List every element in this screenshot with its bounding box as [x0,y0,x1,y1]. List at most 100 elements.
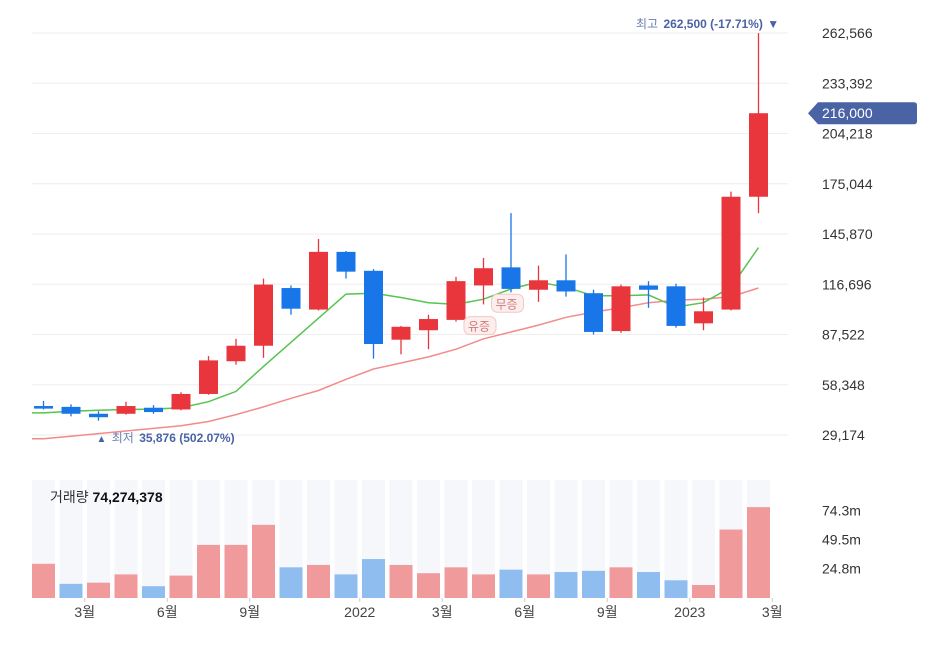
candle-body [474,268,493,286]
candle-down [281,285,301,315]
volume-stripe [114,480,138,598]
volume-stripe [169,480,193,598]
time-x-axis: 3월 6월 9월 2022 3월 6월 9월 2023 3월 [74,598,783,620]
price-tick-label: 116,696 [822,276,872,292]
candle-body [34,406,53,409]
candle-down [556,254,576,297]
event-annotation: 무증 [491,293,524,313]
candle-up [529,265,548,302]
candle-body [364,270,383,345]
x-tick-label: 6월 [514,604,535,620]
volume-stripe [142,480,165,598]
candle-up [694,297,713,331]
candle-down [584,289,603,335]
volume-bar [142,586,165,598]
current-price-tag: 216,000 [808,102,917,125]
volume-bar [609,567,633,598]
candle-up [254,278,273,358]
moving-average-lines [32,247,760,440]
volume-bar [664,580,688,598]
candle-body [309,251,328,310]
volume-bar [417,573,440,598]
volume-bar [444,567,468,598]
volume-stripe [582,480,605,598]
candle-up [611,284,631,333]
candle-down [61,404,81,417]
annotation-box [491,293,524,313]
high-label: 최고 [636,17,658,31]
volume-bar [114,574,138,598]
volume-bar [527,574,550,598]
price-y-axis: 262,566 233,392 204,218 175,044 145,870 116,6… [822,25,873,443]
candle-body [116,406,136,414]
volume-label: 거래량 [50,489,89,505]
volume-bar [719,529,743,598]
candle-down [144,405,163,414]
volume-bar [582,570,605,598]
candle-up [721,191,741,311]
candle-body [749,113,768,197]
volume-title: 거래량 74,274,378 [50,487,163,507]
candle-down [639,281,658,308]
candle-body [144,407,163,413]
candle-up [309,238,328,311]
x-tick-label: 3월 [432,604,453,620]
volume-total: 74,274,378 [92,489,163,505]
volume-bar [307,564,330,598]
volume-tick-label: 74.3m [822,502,861,518]
volume-stripe [692,480,715,598]
volume-stripe [417,480,440,598]
current-price-value: 216,000 [822,105,873,121]
candle-body [666,286,686,326]
moving-average-long-line [32,287,759,440]
candle-up [199,356,218,395]
price-grid [32,32,788,436]
candle-body [171,393,191,410]
price-tick-label: 145,870 [822,226,873,242]
x-tick-label: 9월 [239,604,260,620]
high-price-marker: 최고 262,500 (-17.71%) ▼ [636,17,779,31]
volume-bar [637,572,660,598]
price-tick-label: 29,174 [822,427,865,443]
candle-body [281,288,301,309]
volume-bars [32,507,770,598]
volume-bar [224,544,248,598]
volume-stripe [334,480,358,598]
volume-stripe [637,480,660,598]
candle-body [556,280,576,292]
candle-body [529,280,548,290]
price-tick-label: 87,522 [822,327,865,343]
volume-tick-label: 49.5m [822,532,861,548]
volume-stripe [527,480,550,598]
low-value: 35,876 (502.07%) [139,431,234,445]
x-tick-label: 2023 [674,604,705,620]
volume-stripe [554,480,578,598]
volume-tick-label: 24.8m [822,561,861,577]
candle-body [694,311,713,324]
candle-up [474,257,493,305]
candle-body [226,345,246,362]
candle-down [501,213,521,293]
volume-stripe [664,480,688,598]
annotation-text: 무증 [496,297,518,311]
volume-y-axis: 74.3m 49.5m 24.8m [822,502,861,576]
candle-body [611,286,631,332]
candle-body [419,319,438,331]
candle-body [501,267,521,289]
volume-bar [334,574,358,598]
volume-bar [499,569,523,598]
low-label: 최저 [112,431,134,445]
candle-body [199,360,218,394]
volume-bar [252,524,275,598]
price-markers: 최고 262,500 (-17.71%) ▼ ▲ 최저 35,876 (502.… [97,17,780,445]
candle-up [171,392,191,411]
price-tick-label: 58,348 [822,377,865,393]
current-price-tag-shape [808,102,917,125]
annotation-box [463,316,497,336]
candle-up [446,276,466,322]
candle-body [639,285,658,290]
candle-up [391,325,411,355]
volume-bar [554,572,578,598]
candle-down [89,411,108,421]
